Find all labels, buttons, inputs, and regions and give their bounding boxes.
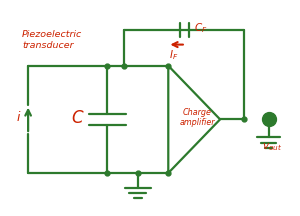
Text: $v_{out}$: $v_{out}$ [262, 141, 282, 153]
Text: $I_F$: $I_F$ [169, 49, 178, 62]
Text: Piezoelectric
transducer: Piezoelectric transducer [22, 30, 82, 50]
Text: $C_F$: $C_F$ [194, 21, 208, 35]
Text: i: i [16, 111, 20, 124]
Text: Charge
amplifier: Charge amplifier [179, 108, 215, 127]
Text: C: C [71, 109, 83, 127]
